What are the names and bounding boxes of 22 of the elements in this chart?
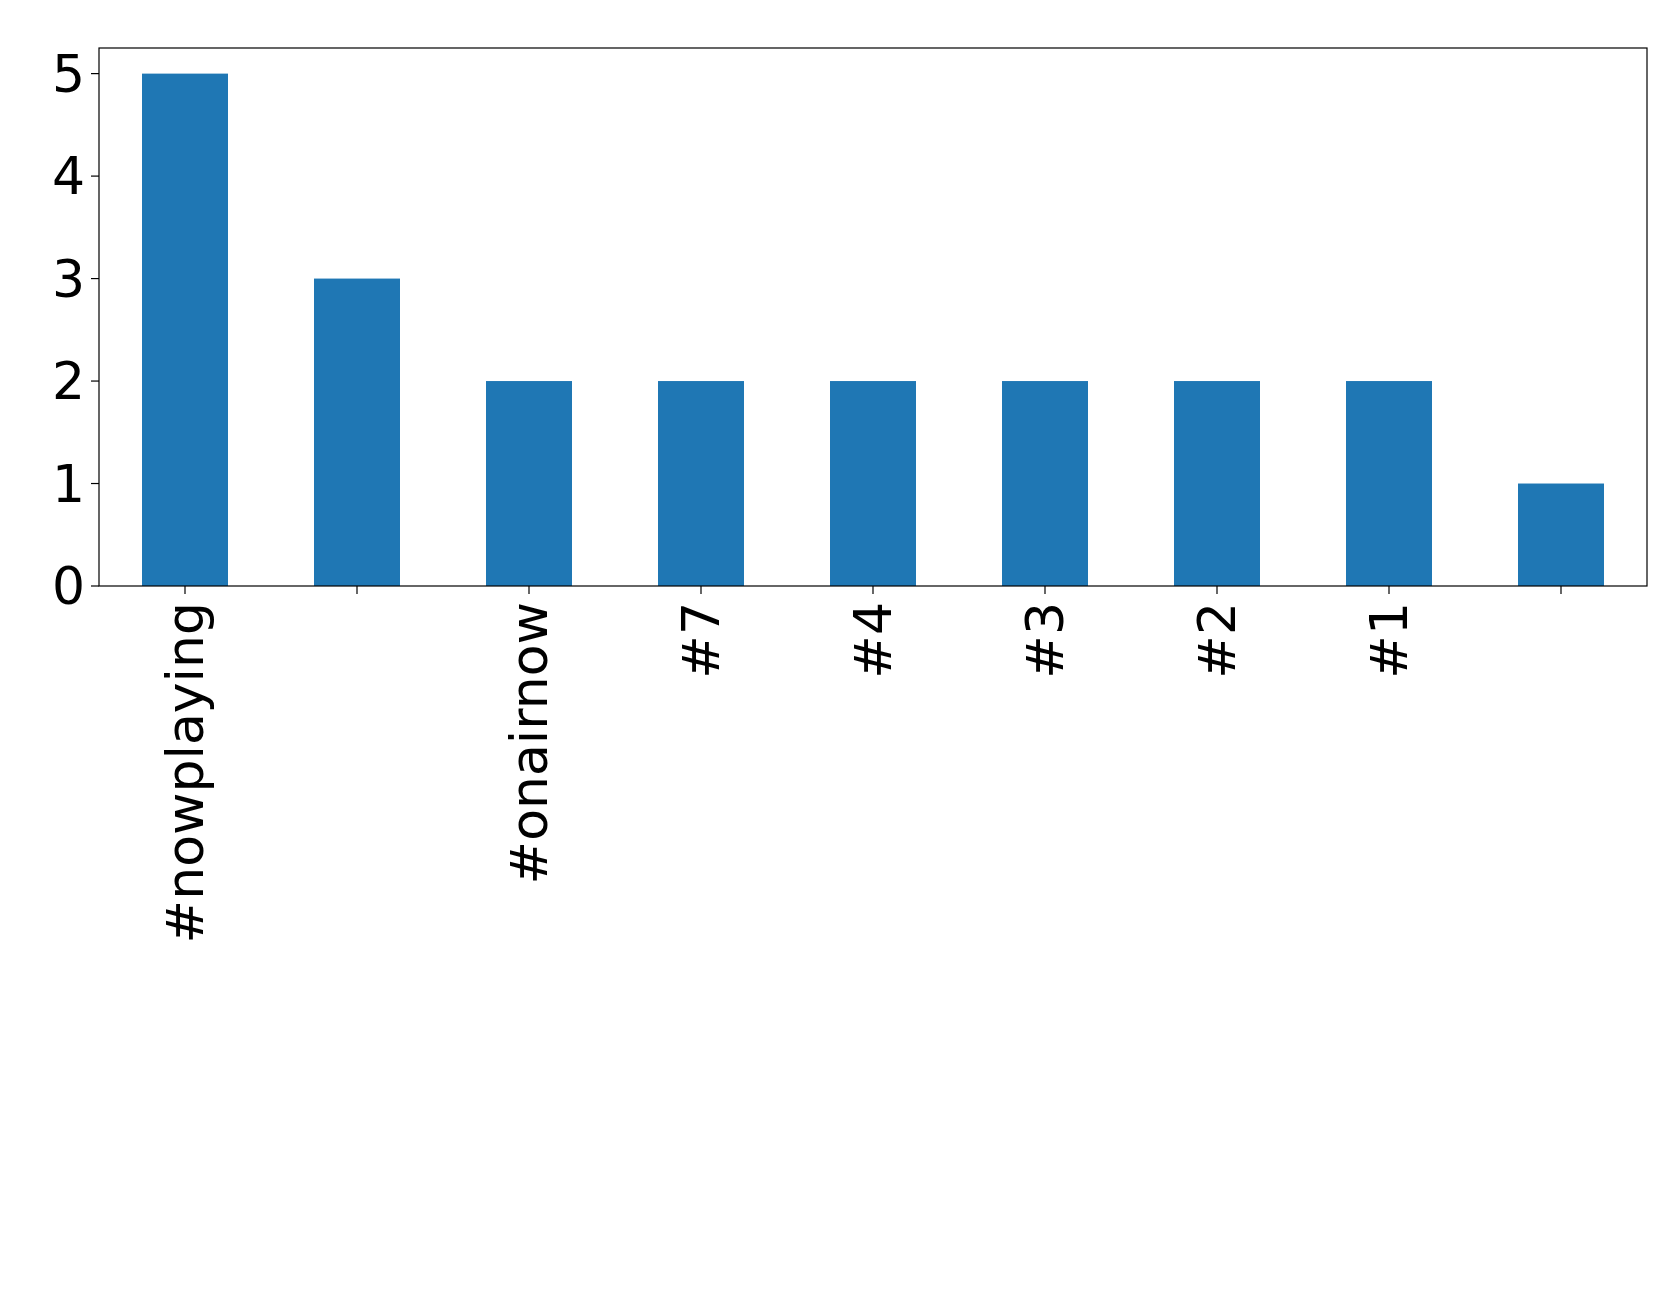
bar [658, 381, 744, 586]
y-tick-label: 2 [51, 351, 85, 412]
x-tick-label: #3 [1015, 602, 1076, 679]
bar [1346, 381, 1432, 586]
bar [1518, 483, 1604, 586]
x-tick-label: #onairnow [499, 602, 560, 885]
x-tick-label: #7 [671, 602, 732, 679]
y-tick-label: 1 [51, 453, 85, 514]
x-tick-label: #4 [843, 602, 904, 679]
y-tick-label: 4 [51, 146, 85, 207]
bar [1174, 381, 1260, 586]
x-tick-label: #1 [1359, 602, 1420, 679]
bar [830, 381, 916, 586]
bar [486, 381, 572, 586]
y-tick-label: 3 [51, 248, 85, 309]
y-tick-label: 0 [51, 556, 85, 617]
y-tick-label: 5 [51, 43, 85, 104]
bar [314, 278, 400, 586]
bar [142, 73, 228, 586]
x-tick-label: #nowplaying [155, 602, 216, 944]
x-tick-label: #2 [1187, 602, 1248, 679]
bar [1002, 381, 1088, 586]
